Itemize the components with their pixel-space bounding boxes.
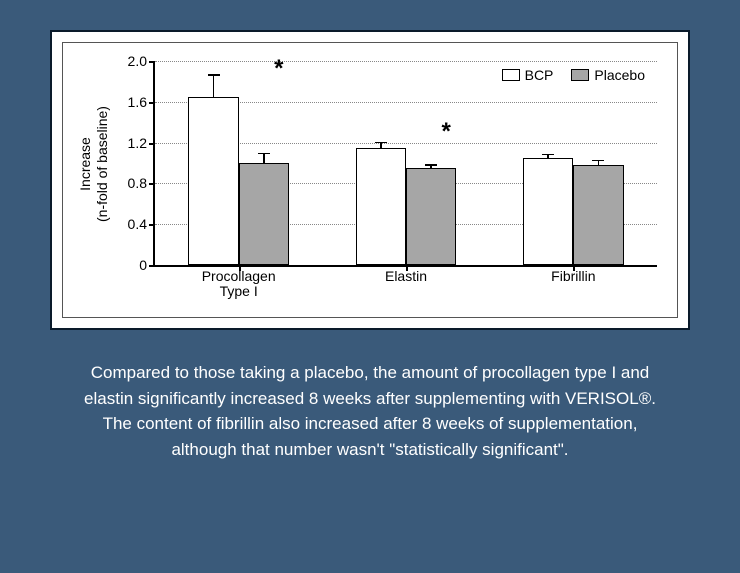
- error-cap: [258, 153, 270, 155]
- legend-swatch-placebo: [571, 69, 589, 81]
- ytick-mark: [149, 265, 155, 267]
- ytick-label: 2.0: [128, 53, 147, 69]
- legend-item-placebo: Placebo: [571, 67, 645, 83]
- significance-marker: *: [441, 118, 450, 146]
- y-axis-label-line1: Increase: [77, 137, 93, 191]
- ytick-label: 0.4: [128, 216, 147, 232]
- ytick-mark: [149, 102, 155, 104]
- legend-item-bcp: BCP: [502, 67, 554, 83]
- bar-bcp-0: [188, 97, 238, 265]
- legend-swatch-bcp: [502, 69, 520, 81]
- bar-placebo-1: [406, 168, 456, 265]
- legend: BCP Placebo: [498, 65, 649, 85]
- bar-placebo-0: [239, 163, 289, 265]
- chart-panel: Increase (n-fold of baseline) BCP Placeb…: [50, 30, 690, 330]
- ytick-label: 0: [139, 257, 147, 273]
- xtick-label: Elastin: [385, 269, 427, 284]
- error-cap: [425, 164, 437, 166]
- ytick-mark: [149, 183, 155, 185]
- ytick-label: 1.2: [128, 135, 147, 151]
- bar-bcp-2: [523, 158, 573, 265]
- infographic-container: Increase (n-fold of baseline) BCP Placeb…: [0, 0, 740, 573]
- y-axis-label-line2: (n-fold of baseline): [94, 106, 110, 222]
- error-cap: [375, 142, 387, 144]
- legend-label-bcp: BCP: [525, 67, 554, 83]
- significance-marker: *: [274, 55, 283, 83]
- ytick-mark: [149, 61, 155, 63]
- plot-area: BCP Placebo 00.40.81.21.62.0ProcollagenT…: [153, 61, 657, 267]
- y-axis-label: Increase (n-fold of baseline): [77, 106, 111, 222]
- bar-placebo-2: [573, 165, 623, 265]
- ytick-mark: [149, 224, 155, 226]
- error-cap: [592, 160, 604, 162]
- grid-line: [155, 61, 657, 62]
- caption-text: Compared to those taking a placebo, the …: [50, 330, 690, 462]
- error-bar: [263, 153, 265, 163]
- ytick-mark: [149, 143, 155, 145]
- error-cap: [208, 74, 220, 76]
- ytick-label: 1.6: [128, 94, 147, 110]
- bar-bcp-1: [356, 148, 406, 265]
- xtick-label: Fibrillin: [551, 269, 595, 284]
- chart-inner: Increase (n-fold of baseline) BCP Placeb…: [62, 42, 678, 318]
- error-cap: [542, 154, 554, 156]
- legend-label-placebo: Placebo: [594, 67, 645, 83]
- y-axis-label-group: Increase (n-fold of baseline): [79, 61, 109, 267]
- ytick-label: 0.8: [128, 175, 147, 191]
- error-bar: [213, 74, 215, 96]
- xtick-label: ProcollagenType I: [202, 269, 276, 300]
